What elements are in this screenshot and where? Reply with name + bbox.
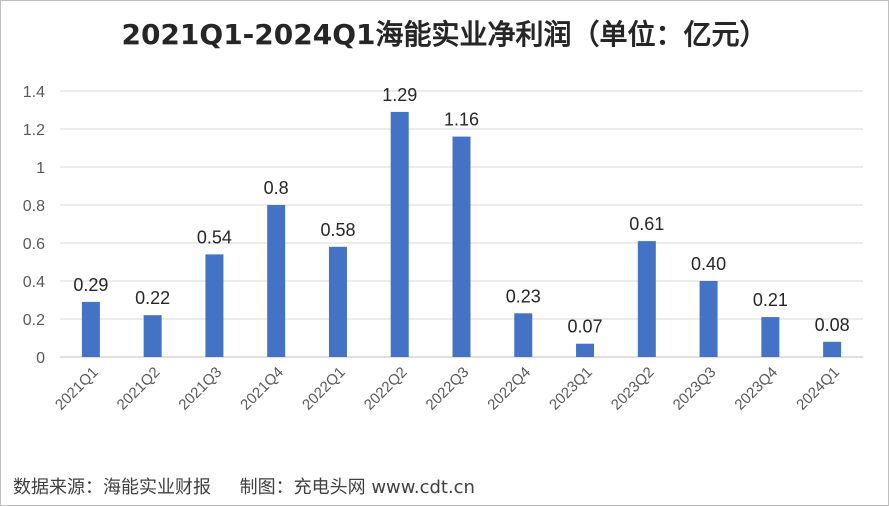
x-tick-label: 2022Q1 — [299, 364, 349, 414]
data-label: 0.23 — [506, 286, 541, 306]
bar — [761, 317, 780, 357]
y-tick-label: 1 — [36, 160, 45, 177]
x-tick-label: 2023Q4 — [731, 364, 781, 414]
x-tick-label: 2024Q1 — [793, 364, 843, 414]
x-tick-label: 2022Q4 — [484, 364, 534, 414]
data-label: 0.22 — [135, 288, 170, 308]
x-tick-label: 2023Q1 — [546, 364, 596, 414]
y-tick-label: 1.4 — [23, 84, 45, 101]
bar — [637, 241, 656, 357]
source-note: 数据来源：海能实业财报 制图：充电头网 www.cdt.cn — [13, 477, 475, 498]
x-tick-label: 2021Q3 — [175, 364, 225, 414]
y-tick-label: 0.8 — [23, 198, 45, 215]
y-tick-label: 0 — [36, 350, 45, 367]
y-tick-label: 0.6 — [23, 236, 45, 253]
x-tick-label: 2023Q2 — [608, 364, 658, 414]
data-label: 0.07 — [568, 317, 603, 337]
bar — [143, 315, 162, 357]
bar — [823, 341, 842, 357]
bar — [452, 136, 471, 357]
data-label: 0.58 — [320, 220, 355, 240]
y-tick-label: 0.2 — [23, 312, 45, 329]
bar — [205, 254, 224, 357]
bar — [328, 246, 347, 357]
bar — [699, 281, 718, 357]
data-label: 0.54 — [197, 227, 232, 247]
y-tick-label: 1.2 — [23, 122, 45, 139]
x-tick-label: 2021Q2 — [114, 364, 164, 414]
data-label: 0.29 — [73, 275, 108, 295]
data-label: 1.29 — [382, 85, 417, 105]
data-label: 1.16 — [444, 110, 479, 130]
data-label: 0.61 — [629, 214, 664, 234]
bar — [576, 343, 595, 357]
x-tick-label: 2023Q3 — [670, 364, 720, 414]
bar — [514, 313, 533, 357]
bar — [267, 205, 286, 357]
bar — [390, 111, 409, 358]
x-tick-label: 2021Q1 — [52, 364, 102, 414]
data-label: 0.40 — [691, 254, 726, 274]
x-tick-label: 2022Q3 — [423, 364, 473, 414]
chart-title: 2021Q1-2024Q1海能实业净利润（单位：亿元） — [121, 18, 768, 51]
bar — [81, 301, 100, 357]
y-tick-label: 0.4 — [23, 274, 45, 291]
data-label: 0.8 — [264, 178, 289, 198]
data-label: 0.21 — [753, 290, 788, 310]
x-tick-label: 2021Q4 — [237, 364, 287, 414]
data-label: 0.08 — [815, 315, 850, 335]
x-tick-label: 2022Q2 — [361, 364, 411, 414]
